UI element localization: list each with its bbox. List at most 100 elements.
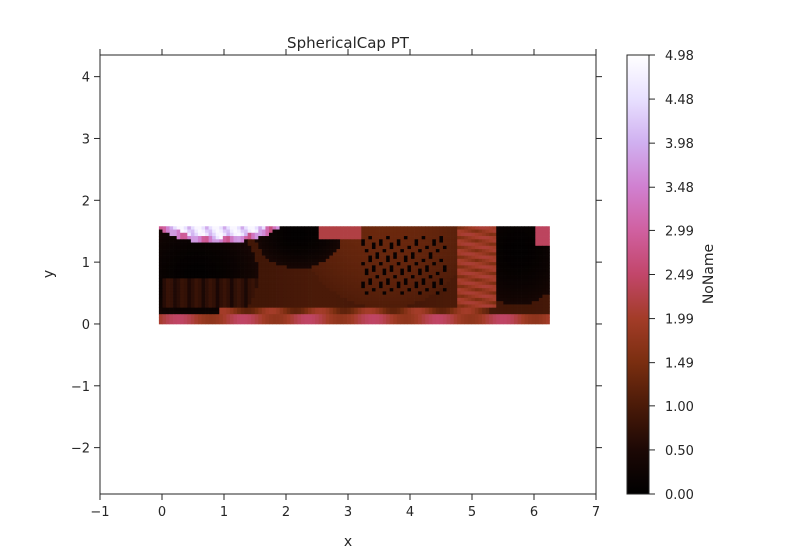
heatmap-cell — [244, 232, 249, 237]
heatmap-cell — [190, 288, 195, 292]
heatmap-cell — [304, 284, 309, 289]
heatmap-cell — [506, 268, 511, 273]
heatmap-cell — [347, 304, 351, 309]
heatmap-cell — [524, 239, 529, 243]
heatmap-cell — [315, 265, 320, 269]
heatmap-cell — [400, 301, 405, 305]
heatmap-cell — [496, 252, 501, 256]
heatmap-cell — [272, 236, 277, 240]
heatmap-cell — [400, 320, 405, 325]
heatmap-cell — [261, 310, 266, 315]
heatmap-cell — [229, 284, 234, 289]
heatmap-cell — [300, 229, 305, 234]
heatmap-cell — [190, 252, 195, 256]
heatmap-cell — [233, 258, 238, 263]
heatmap-cell — [212, 291, 217, 296]
heatmap-cell — [276, 245, 280, 250]
heatmap-cell — [407, 307, 412, 312]
heatmap-cell — [311, 320, 316, 325]
heatmap-cell — [400, 314, 405, 318]
heatmap-cell — [421, 265, 426, 269]
heatmap-cell — [343, 252, 348, 256]
heatmap-cell — [222, 252, 227, 256]
heatmap-cell — [268, 320, 273, 325]
heatmap-cell — [531, 252, 536, 256]
heatmap-cell — [496, 232, 501, 237]
heatmap-cell — [237, 291, 241, 296]
heatmap-cell — [201, 236, 206, 240]
heatmap-cell — [219, 301, 224, 305]
heatmap-cell — [226, 314, 231, 318]
heatmap-cell — [386, 239, 391, 243]
heatmap-cell — [315, 252, 320, 256]
heatmap-cell — [485, 265, 490, 269]
heatmap-cell — [482, 229, 486, 234]
heatmap-cell — [531, 242, 536, 247]
heatmap-cell — [464, 320, 469, 325]
heatmap-cell — [411, 232, 415, 237]
heatmap-cell — [297, 232, 302, 237]
heatmap-cell — [293, 255, 298, 260]
heatmap-cell — [169, 288, 174, 292]
heatmap-cell — [453, 258, 458, 263]
heatmap-cell — [375, 320, 380, 325]
heatmap-cell — [414, 271, 419, 276]
heatmap-cell — [450, 284, 454, 289]
heatmap-cell — [226, 297, 231, 302]
heatmap-cell — [393, 226, 398, 230]
heatmap-cell — [535, 314, 540, 318]
heatmap-cell — [375, 249, 380, 253]
heatmap-cell — [325, 252, 330, 256]
heatmap-cell — [368, 288, 373, 292]
heatmap-cell — [421, 271, 426, 276]
heatmap-cell — [190, 310, 195, 315]
heatmap-cell — [251, 288, 256, 292]
heatmap-cell — [304, 249, 309, 253]
heatmap-cell — [489, 291, 494, 296]
heatmap-cell — [219, 262, 224, 266]
heatmap-cell — [187, 236, 192, 240]
heatmap-cell — [332, 265, 337, 269]
heatmap-cell — [290, 239, 295, 243]
heatmap-cell — [485, 291, 490, 296]
heatmap-cell — [457, 294, 462, 299]
heatmap-cell — [389, 265, 394, 269]
heatmap-cell — [528, 307, 533, 312]
heatmap-cell — [219, 310, 224, 315]
heatmap-cell — [251, 275, 256, 279]
heatmap-cell — [542, 275, 547, 279]
heatmap-cell — [368, 255, 373, 260]
heatmap-cell — [400, 278, 405, 282]
heatmap-cell — [361, 310, 366, 315]
heatmap-cell — [496, 310, 501, 315]
heatmap-cell — [489, 294, 494, 299]
heatmap-cell — [393, 278, 398, 282]
heatmap-cell — [503, 294, 508, 299]
heatmap-cell — [389, 268, 394, 273]
heatmap-cell — [183, 294, 188, 299]
heatmap-cell — [361, 249, 366, 253]
heatmap-cell — [315, 291, 320, 296]
heatmap-cell — [432, 278, 437, 282]
heatmap-cell — [478, 271, 483, 276]
heatmap-cell — [244, 255, 249, 260]
heatmap-cell — [513, 291, 518, 296]
heatmap-cell — [474, 262, 479, 266]
heatmap-cell — [325, 232, 330, 237]
heatmap-cell — [340, 242, 344, 247]
heatmap-cell — [215, 258, 220, 263]
heatmap-cell — [308, 252, 312, 256]
heatmap-cell — [347, 317, 351, 322]
heatmap-cell — [496, 317, 501, 322]
heatmap-cell — [435, 245, 440, 250]
heatmap-cell — [545, 268, 550, 273]
heatmap-cell — [162, 304, 167, 309]
heatmap-cell — [411, 268, 415, 273]
heatmap-cell — [446, 242, 451, 247]
heatmap-cell — [446, 307, 451, 312]
heatmap-cell — [272, 284, 277, 289]
heatmap-cell — [258, 249, 263, 253]
heatmap-cell — [318, 291, 323, 296]
heatmap-cell — [300, 288, 305, 292]
heatmap-cell — [371, 265, 376, 269]
